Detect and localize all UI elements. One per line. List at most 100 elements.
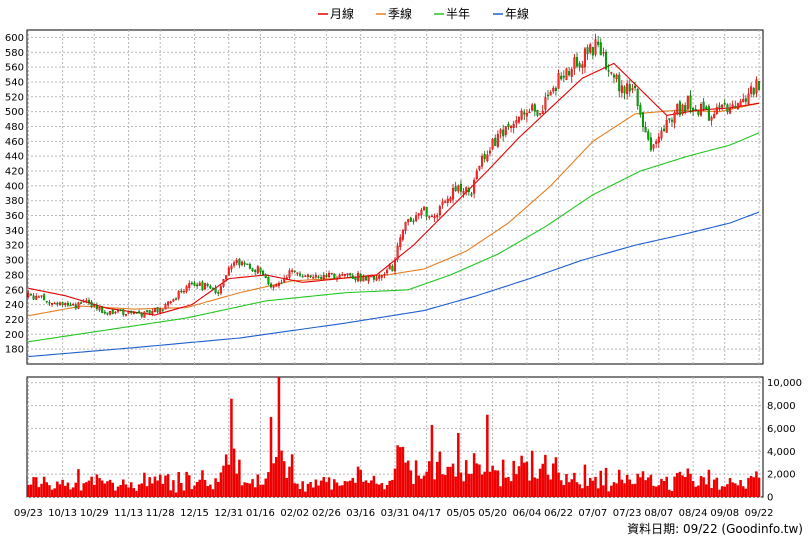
candle-body [409,217,412,222]
candle-body [515,120,518,124]
volume-bar [673,476,676,497]
candle [299,271,302,278]
candle-body [652,144,655,149]
candle-body [715,107,718,115]
volume-bar [462,481,465,497]
volume-bar [441,474,444,497]
candle [507,121,510,131]
volume-bar [219,472,223,497]
candle [164,302,167,310]
candle [459,180,462,196]
volume-bar [615,483,618,497]
candle-body [206,283,209,286]
candle [673,110,676,129]
volume-bar [699,475,703,497]
volume-bar [66,482,70,497]
candle-body [269,283,273,288]
date-tick-label: 06/22 [544,508,573,519]
candle [644,121,647,133]
volume-bar [277,377,281,497]
candle-body [718,105,721,108]
candle-body [744,98,747,102]
candle-body [496,134,499,147]
candle-body [678,101,681,116]
candle [462,188,465,198]
volume-bar [509,481,513,497]
candle-body [655,141,658,144]
volume-bar [340,485,344,497]
candle-body [367,276,370,282]
volume-bar [628,479,632,497]
volume-bar [248,483,252,497]
candle [211,286,214,291]
candle-body [64,303,67,306]
candle [180,288,183,294]
candle-body [758,81,761,90]
candle [412,218,415,225]
candle [715,103,718,115]
candle-body [452,188,455,200]
candle [90,300,93,309]
volume-bar [623,483,626,497]
price-tick-label: 360 [5,211,24,222]
candle-body [589,44,592,53]
candle-body [93,304,96,307]
volume-bar [657,485,661,497]
candle [639,102,642,118]
candle [235,257,238,266]
volume-bar [111,482,115,497]
price-tick-label: 600 [5,33,24,44]
volume-bar [224,454,228,497]
volume-bars [27,377,761,497]
candle-body [517,117,521,123]
candle [264,273,267,279]
volume-bar [232,448,236,497]
volume-bar [235,473,238,497]
candle-body [217,292,220,294]
volume-bar [438,451,442,497]
candle-body [383,273,386,276]
candle-body [401,229,404,240]
candle-body [230,265,233,270]
volume-bar [304,491,307,497]
candle-body [562,75,565,78]
candle-body [565,68,568,80]
volume-bar [95,474,99,497]
candle-body [739,101,742,106]
volume-bar [457,433,460,497]
candle-body [736,103,739,110]
candle [198,280,201,286]
volume-bar [187,475,191,497]
candle-body [159,308,162,314]
volume-bar [203,479,207,497]
candle [309,274,312,279]
volume-bar [747,477,750,497]
candle-body [74,304,77,309]
candle-body [428,216,431,218]
volume-bar [193,485,196,497]
volume-bar [388,480,391,497]
candle [531,102,534,111]
volume-bar [720,486,724,497]
volume-bar [573,472,576,497]
candle-body [82,301,85,303]
volume-bar [251,479,254,497]
volume-bar [536,478,539,497]
candle-body [536,109,539,116]
candle [322,271,325,280]
candle-body [605,52,608,70]
volume-bar [694,486,697,497]
candle-body [723,103,726,105]
candle [106,312,109,316]
candle [27,290,30,299]
candle [393,256,397,275]
volume-bar [660,478,663,497]
candle-body [396,245,399,260]
candle-body [106,312,109,315]
candle [752,86,755,98]
candle-body [742,98,745,103]
moving-average-lines [28,62,760,358]
volume-bar [480,474,484,497]
candle-body [707,106,710,121]
volume-bar [409,470,413,497]
